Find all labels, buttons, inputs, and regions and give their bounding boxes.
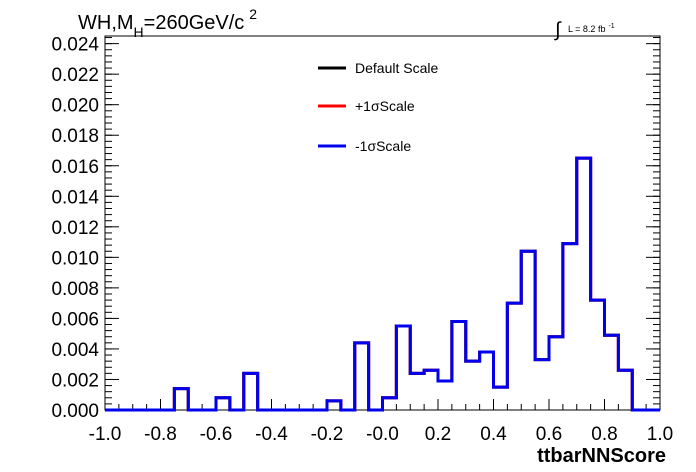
lumi-text: L = 8.2 fb [568, 24, 605, 34]
x-tick-label: -0.0 [366, 424, 399, 445]
legend: Default Scale +1σScale -1σScale [318, 60, 438, 154]
title-subscript: H [134, 24, 144, 40]
y-tick-label: 0.020 [51, 96, 99, 117]
x-tick-label: -0.8 [144, 424, 177, 445]
lumi-label: L = 8.2 fb -1 [568, 23, 615, 34]
x-tick-label: -0.2 [311, 424, 344, 445]
x-tick-label: -0.6 [200, 424, 233, 445]
title-main: WH,M [78, 12, 134, 34]
axis-ticks [104, 37, 661, 411]
x-tick-label: 0.2 [425, 424, 451, 445]
y-tick-label: 0.010 [51, 248, 99, 269]
x-tick-label: 1.0 [647, 424, 673, 445]
y-tick-label: 0.004 [51, 340, 99, 361]
x-tick-labels: -1.0 -0.8 -0.6 -0.4 -0.2 -0.0 0.2 0.4 0.6 0.8 1.0 [89, 424, 674, 445]
x-tick-label: 0.8 [591, 424, 617, 445]
x-tick-label: -0.4 [255, 424, 288, 445]
histogram-line-minus-one-sigma [105, 156, 660, 412]
y-tick-label: 0.024 [51, 35, 99, 56]
legend-label: Default Scale [355, 60, 438, 76]
title-rest: =260GeV/c [144, 12, 245, 34]
legend-label: -1σScale [355, 138, 411, 154]
y-tick-label: 0.000 [51, 401, 99, 422]
legend-label: +1σScale [355, 98, 415, 114]
x-tick-label: 0.6 [536, 424, 562, 445]
y-tick-label: 0.016 [51, 157, 99, 178]
y-tick-label: 0.012 [51, 218, 99, 239]
x-axis-label: ttbarNNScore [537, 445, 666, 467]
y-tick-label: 0.018 [51, 126, 99, 147]
y-tick-label: 0.008 [51, 279, 99, 300]
chart-title: WH,MH=260GeV/c 2 [78, 6, 257, 40]
y-tick-labels: 0.000 0.002 0.004 0.006 0.008 0.010 0.012 0.014… [51, 35, 99, 422]
y-tick-label: 0.006 [51, 309, 99, 330]
histogram-series [105, 156, 660, 412]
x-tick-label: -1.0 [89, 424, 122, 445]
title-superscript: 2 [249, 6, 257, 22]
lumi-integral-symbol: ∫ [554, 19, 562, 41]
y-tick-label: 0.002 [51, 370, 99, 391]
lumi-superscript: -1 [608, 23, 614, 30]
x-tick-label: 0.4 [480, 424, 507, 445]
y-tick-label: 0.022 [51, 65, 99, 86]
y-tick-label: 0.014 [51, 187, 99, 208]
